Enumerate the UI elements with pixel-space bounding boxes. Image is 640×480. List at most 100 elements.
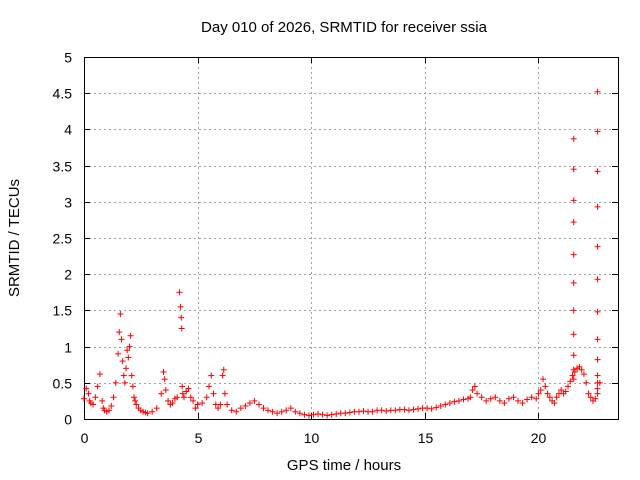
data-point	[442, 401, 449, 408]
data-point	[562, 388, 569, 395]
data-point	[169, 400, 176, 407]
data-point	[567, 378, 574, 385]
data-point	[424, 405, 431, 412]
axis-ticks	[84, 57, 618, 420]
y-tick-label: 5	[64, 50, 72, 66]
data-point	[501, 400, 508, 407]
data-point	[161, 376, 168, 383]
data-point	[342, 410, 349, 417]
y-tick-label: 1	[64, 340, 72, 356]
data-point	[478, 394, 485, 401]
data-point	[437, 402, 444, 409]
data-point	[496, 397, 503, 404]
data-point	[428, 405, 435, 412]
data-point	[594, 168, 601, 175]
data-point	[585, 390, 592, 397]
tick-labels: 0 0.5 1 1.5 2 2.5 3 3.5 4 4.5 5 0 5 10 15 20	[53, 50, 547, 447]
data-point	[130, 394, 137, 401]
data-point	[451, 398, 458, 405]
data-point	[469, 387, 476, 394]
y-tick-label: 3	[64, 195, 72, 211]
data-point	[292, 408, 299, 415]
data-point	[228, 407, 235, 414]
data-point	[129, 383, 136, 390]
data-point	[85, 390, 92, 397]
data-point	[540, 376, 547, 383]
data-point	[515, 397, 522, 404]
y-tick-label: 4	[64, 122, 72, 138]
data-point	[269, 408, 276, 415]
data-point	[83, 385, 90, 392]
data-point	[205, 383, 212, 390]
data-point	[542, 383, 549, 390]
data-point	[278, 408, 285, 415]
data-point	[383, 408, 390, 415]
data-point	[415, 405, 422, 412]
data-point	[179, 390, 186, 397]
data-point	[578, 366, 585, 373]
data-point	[210, 390, 217, 397]
data-point	[144, 410, 151, 417]
data-point	[185, 385, 192, 392]
data-point	[570, 331, 577, 338]
data-point	[570, 366, 577, 373]
x-tick-label: 0	[81, 430, 89, 446]
data-point	[535, 390, 542, 397]
data-point	[215, 405, 222, 412]
data-point	[594, 88, 601, 95]
data-point	[117, 311, 124, 318]
data-point	[177, 303, 184, 310]
data-point	[176, 289, 183, 296]
data-point	[580, 371, 587, 378]
data-point	[94, 383, 101, 390]
data-point	[120, 372, 127, 379]
data-point	[594, 372, 601, 379]
data-point	[594, 356, 601, 363]
data-point	[116, 329, 123, 336]
data-point	[570, 352, 577, 359]
data-point	[119, 358, 126, 365]
data-point	[165, 397, 172, 404]
data-point	[570, 219, 577, 226]
data-point	[510, 394, 517, 401]
data-point	[410, 406, 417, 413]
data-point	[378, 407, 385, 414]
data-point	[132, 397, 139, 404]
data-point	[255, 401, 262, 408]
data-point	[133, 401, 140, 408]
data-point	[115, 350, 122, 357]
data-point	[483, 397, 490, 404]
data-point	[296, 410, 303, 417]
data-point	[519, 400, 526, 407]
chart-title: Day 010 of 2026, SRMTID for receiver ssi…	[201, 19, 488, 36]
data-point	[565, 383, 572, 390]
data-point	[324, 412, 331, 419]
data-point	[492, 394, 499, 401]
data-point	[301, 411, 308, 418]
data-point	[92, 394, 99, 401]
data-point	[128, 372, 135, 379]
data-point	[162, 387, 169, 394]
data-point	[570, 376, 577, 383]
data-point	[570, 197, 577, 204]
data-point	[360, 408, 367, 415]
data-point	[310, 411, 317, 418]
data-point	[190, 397, 197, 404]
data-point	[594, 276, 601, 283]
data-point	[158, 390, 165, 397]
data-point	[587, 394, 594, 401]
data-point	[405, 407, 412, 414]
data-point	[99, 397, 106, 404]
data-point	[569, 372, 576, 379]
data-point	[208, 372, 215, 379]
data-point	[123, 365, 130, 372]
data-point	[265, 407, 272, 414]
data-point	[592, 395, 599, 402]
data-point	[433, 404, 440, 411]
data-point	[583, 379, 590, 386]
data-point	[187, 394, 194, 401]
data-point	[594, 385, 601, 392]
data-point	[594, 128, 601, 135]
data-point	[528, 394, 535, 401]
